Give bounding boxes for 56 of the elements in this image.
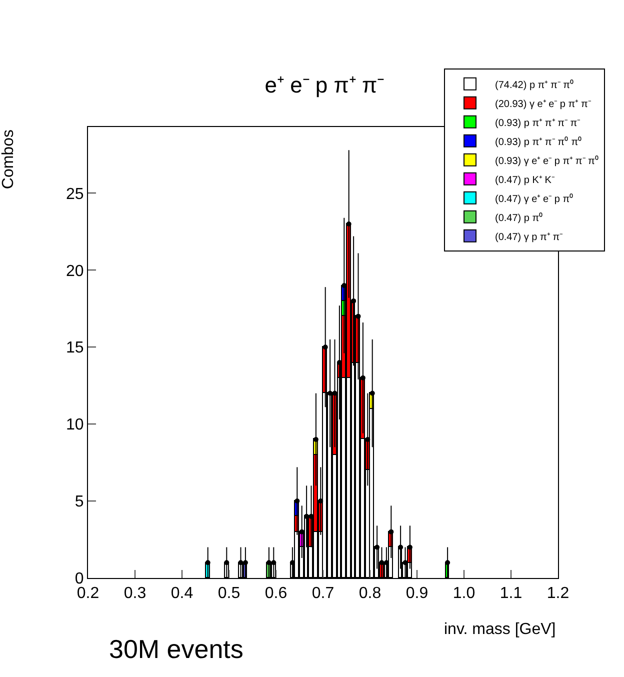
y-tick-label: 15 [66, 340, 84, 357]
point [365, 436, 370, 442]
y-tick-label: 10 [66, 416, 84, 434]
point [445, 560, 450, 566]
point [346, 221, 352, 226]
legend-label: (20.93) γ e⁺ e⁻ p π⁺ π⁻ [495, 98, 592, 110]
point [238, 560, 244, 566]
point [407, 544, 412, 550]
point [374, 544, 380, 550]
x-tick-label: 0.8 [358, 585, 382, 602]
legend-label: (0.47) p K⁺ K⁻ [495, 174, 556, 186]
x-tick-label: 0.5 [218, 585, 240, 602]
x-axis-title: inv. mass [GeV] [444, 621, 556, 638]
y-tick-label: 25 [66, 186, 84, 203]
point [332, 390, 338, 396]
legend-label: (0.93) γ e⁺ e⁻ p π⁺ π⁻ π⁰ [495, 154, 599, 167]
point [328, 390, 333, 396]
point [271, 560, 276, 566]
y-tick-label: 0 [74, 570, 84, 588]
y-tick-label: 5 [74, 494, 84, 511]
point [322, 344, 328, 350]
chart-title: e⁺ e⁻ p π⁺ π⁻ [264, 72, 384, 98]
point [313, 436, 318, 442]
point [224, 560, 230, 566]
legend-label: (74.42) p π⁺ π⁻ π⁰ [495, 78, 574, 91]
y-tick-label: 20 [66, 262, 84, 280]
x-tick-label: 0.2 [76, 585, 100, 602]
x-tick-label: 0.6 [264, 585, 288, 602]
legend-label: (0.47) γ e⁺ e⁻ p π⁰ [495, 192, 574, 205]
point [205, 560, 210, 566]
point [266, 560, 272, 566]
point [318, 498, 324, 504]
x-tick-label: 1.1 [500, 585, 522, 602]
legend-label: (0.93) p π⁺ π⁺ π⁻ π⁻ [495, 118, 582, 129]
point [242, 560, 248, 566]
x-tick-label: 0.4 [170, 585, 194, 602]
point [299, 529, 304, 534]
point [398, 544, 404, 550]
point [388, 529, 394, 534]
point [304, 514, 310, 519]
x-tick-label: 1.0 [452, 585, 476, 602]
legend-label: (0.47) p π⁰ [495, 212, 544, 224]
legend-label: (0.93) p π⁺ π⁻ π⁰ π⁰ [495, 136, 582, 148]
legend-label: (0.47) γ p π⁺ π⁻ [495, 232, 564, 243]
x-tick-label: 0.7 [312, 585, 334, 602]
point [379, 560, 384, 566]
point [356, 314, 361, 319]
text: 30M events [109, 634, 244, 664]
point [360, 375, 366, 380]
point [370, 390, 375, 396]
y-axis-title: Combos [0, 130, 18, 190]
point [351, 298, 356, 304]
point [294, 498, 300, 504]
x-tick-label: 0.3 [124, 585, 146, 602]
x-tick-label: 1.2 [546, 585, 570, 602]
x-tick-label: 0.9 [406, 585, 428, 602]
